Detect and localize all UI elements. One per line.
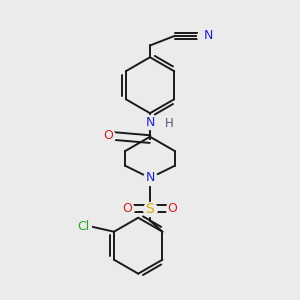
Text: O: O [122,202,132,215]
Text: N: N [204,29,213,42]
Text: Cl: Cl [78,220,90,233]
Text: O: O [103,129,113,142]
Text: S: S [146,202,154,216]
Text: N: N [145,116,155,128]
Text: H: H [165,117,173,130]
Text: O: O [168,202,178,215]
Text: N: N [145,172,155,184]
